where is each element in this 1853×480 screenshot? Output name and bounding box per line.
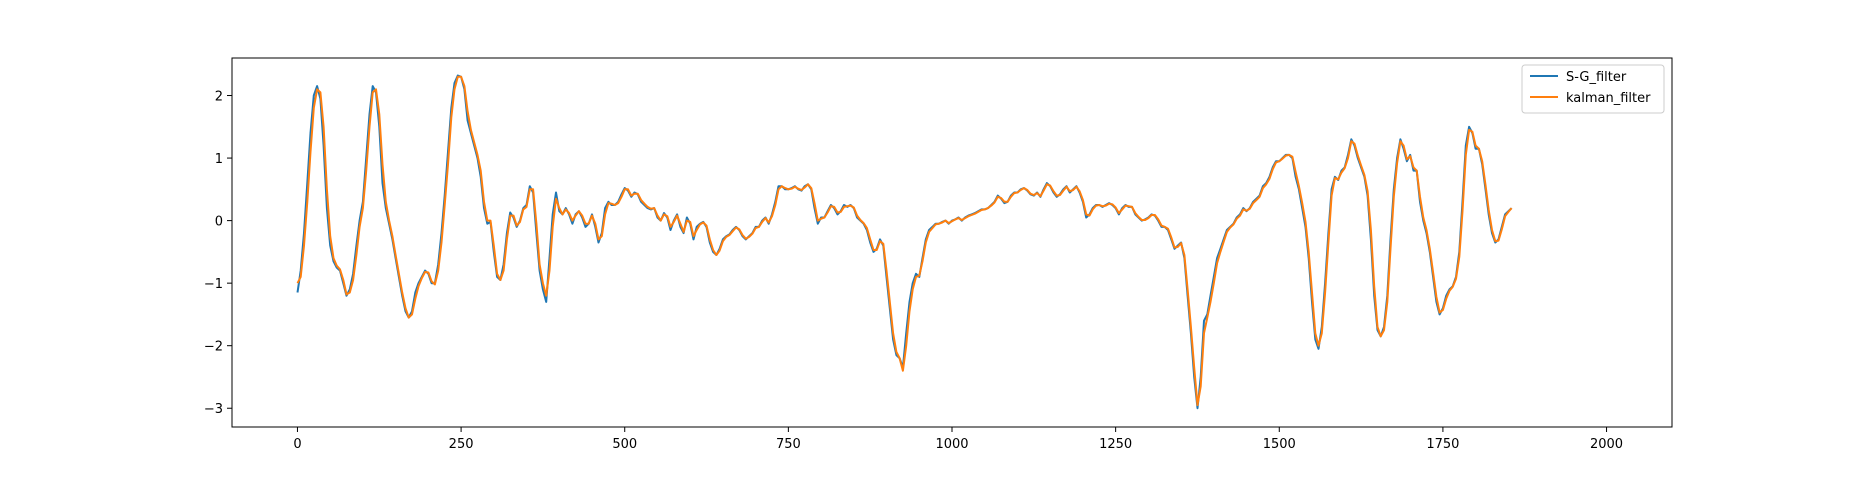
y-tick-label: −1 — [204, 277, 223, 292]
x-tick-label: 1000 — [935, 437, 968, 452]
x-tick-label: 500 — [612, 437, 637, 452]
y-axis: −3 −2 −1 0 1 2 — [204, 90, 232, 417]
y-tick-label: 0 — [215, 215, 223, 230]
x-tick-label: 750 — [776, 437, 801, 452]
series-layer — [296, 74, 1513, 410]
y-tick-label: 2 — [215, 90, 223, 105]
x-tick-label: 1750 — [1426, 437, 1459, 452]
series-line-kalman-filter — [296, 75, 1513, 407]
x-tick-label: 2000 — [1590, 437, 1623, 452]
x-tick-label: 1500 — [1263, 437, 1296, 452]
y-tick-label: 1 — [215, 152, 223, 167]
y-tick-label: −3 — [204, 402, 223, 417]
x-axis: 0 250 500 750 1000 1250 1500 1750 2000 — [293, 427, 1623, 452]
legend: S-G_filter kalman_filter — [1521, 64, 1665, 114]
x-tick-label: 250 — [449, 437, 474, 452]
x-tick-label: 1250 — [1099, 437, 1132, 452]
x-tick-label: 0 — [293, 437, 301, 452]
legend-label-s-g-filter: S-G_filter — [1566, 70, 1627, 85]
y-tick-label: −2 — [204, 340, 223, 355]
legend-label-kalman-filter: kalman_filter — [1566, 91, 1651, 106]
